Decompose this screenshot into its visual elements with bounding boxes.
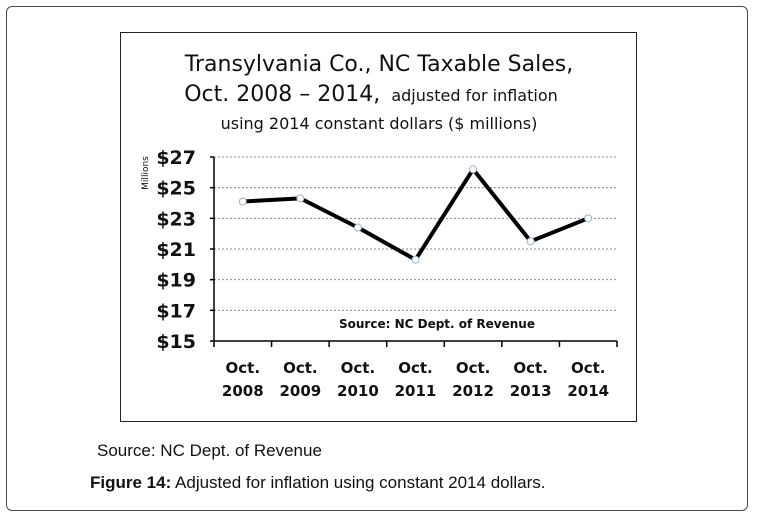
x-tick-label: 2012: [452, 382, 494, 400]
x-tick-label: Oct.: [341, 359, 376, 377]
line-chart: Transylvania Co., NC Taxable Sales, Oct.…: [141, 52, 618, 400]
data-point: [238, 197, 247, 206]
x-tick-label: 2009: [279, 382, 321, 400]
x-tick-label: 2014: [567, 382, 609, 400]
x-tick-label: Oct.: [226, 359, 261, 377]
x-tick-label: 2008: [222, 382, 264, 400]
x-tick-label: Oct.: [513, 359, 548, 377]
chart-title-line2-main: Oct. 2008 – 2014,: [184, 82, 380, 107]
data-point: [353, 223, 362, 232]
x-tick-label: Oct.: [571, 359, 606, 377]
data-point: [526, 237, 535, 246]
y-tick-label: $17: [156, 300, 196, 322]
y-axis-label: Millions: [141, 156, 151, 190]
x-tick-label: 2013: [510, 382, 552, 400]
chart-title-line2: Oct. 2008 – 2014, adjusted for inflation: [184, 82, 558, 107]
figure-caption: Figure 14: Adjusted for inflation using …: [90, 473, 546, 493]
x-tick-label: 2010: [337, 382, 379, 400]
caption-source: Source: NC Dept. of Revenue: [97, 441, 322, 460]
chart-title-line1: Transylvania Co., NC Taxable Sales,: [184, 52, 573, 77]
x-tick-label: Oct.: [398, 359, 433, 377]
figure-frame: [6, 6, 748, 511]
chart-annotation: Source: NC Dept. of Revenue: [339, 317, 535, 331]
y-tick-label: $15: [156, 331, 196, 353]
y-tick-label: $23: [156, 208, 196, 230]
y-tick-label: $21: [156, 239, 196, 261]
data-point: [469, 165, 478, 174]
chart-title-line2-small: adjusted for inflation: [391, 86, 557, 105]
x-tick-label: Oct.: [283, 359, 318, 377]
data-point: [296, 194, 305, 203]
chart-panel: Transylvania Co., NC Taxable Sales, Oct.…: [120, 32, 637, 422]
x-tick-label: 2011: [395, 382, 437, 400]
y-tick-label: $19: [156, 270, 196, 292]
series-line: [242, 167, 589, 262]
figure-text: Adjusted for inflation using constant 20…: [171, 473, 546, 492]
chart-title-line3: using 2014 constant dollars ($ millions): [221, 114, 538, 133]
x-tick-label: Oct.: [456, 359, 491, 377]
data-point: [584, 214, 593, 223]
data-point: [411, 255, 420, 264]
y-tick-label: $27: [156, 147, 196, 169]
figure-label: Figure 14:: [90, 473, 172, 492]
y-tick-label: $25: [156, 178, 196, 200]
